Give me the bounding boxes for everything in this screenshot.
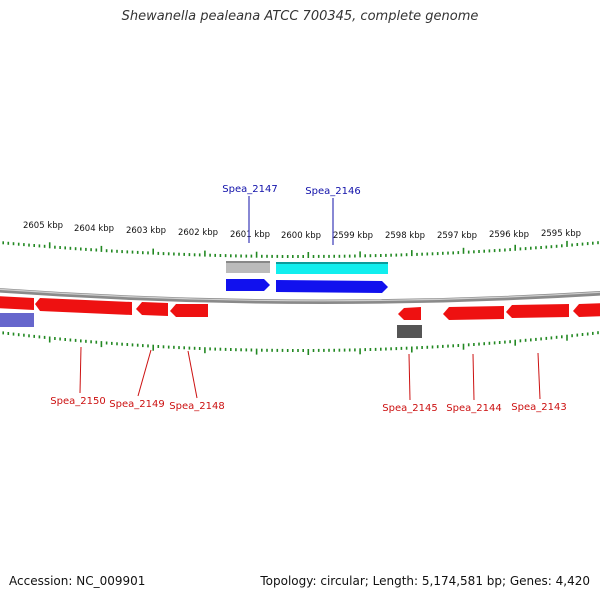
gene-label[interactable]: Spea_2149	[109, 399, 164, 410]
feature-red-arrow[interactable]	[136, 302, 168, 316]
feature-red-arrow[interactable]	[443, 306, 504, 320]
gene-label[interactable]: Spea_2150	[50, 396, 105, 407]
scale-label: 2595 kbp	[541, 229, 581, 239]
feature-blue-arrow[interactable]	[226, 279, 270, 291]
feature-red-arrow[interactable]	[506, 304, 569, 318]
feature-red-arrow[interactable]	[170, 304, 208, 317]
label-connector	[187, 350, 198, 399]
scale-label: 2604 kbp	[74, 224, 114, 234]
scale-label: 2603 kbp	[126, 226, 166, 236]
gene-label[interactable]: Spea_2144	[446, 403, 501, 414]
label-connector	[408, 353, 411, 401]
feature-lavender[interactable]	[0, 313, 34, 327]
lower-tick-ruler	[2, 331, 599, 355]
scale-label: 2601 kbp	[230, 230, 270, 240]
scale-label: 2596 kbp	[489, 230, 529, 240]
genome-backbone-highlight	[0, 288, 600, 302]
feature-darkgrey[interactable]	[397, 325, 422, 338]
gene-label[interactable]: Spea_2146	[305, 186, 360, 197]
feature-red-arrow[interactable]	[398, 307, 421, 320]
feature-red-arrow[interactable]	[573, 303, 600, 317]
map-title: Shewanella pealeana ATCC 700345, complet…	[121, 9, 479, 24]
feature-cyan[interactable]	[276, 262, 388, 274]
feature-red-arrow[interactable]	[35, 298, 132, 315]
accession-label: Accession: NC_009901	[9, 574, 146, 588]
genome-summary: Topology: circular; Length: 5,174,581 bp…	[260, 574, 590, 588]
scale-label: 2598 kbp	[385, 231, 425, 241]
upper-tick-ruler	[2, 240, 599, 258]
gene-label[interactable]: Spea_2143	[511, 402, 566, 413]
feature-grey-top	[226, 261, 270, 263]
scale-label: 2602 kbp	[178, 228, 218, 238]
label-connector	[137, 349, 152, 397]
scale-label: 2600 kbp	[281, 231, 321, 241]
feature-red-arrow[interactable]	[0, 296, 34, 310]
scale-label: 2597 kbp	[437, 231, 477, 241]
label-connector	[537, 352, 541, 400]
feature-blue-arrow[interactable]	[276, 280, 388, 293]
label-connector	[472, 353, 475, 401]
gene-label[interactable]: Spea_2148	[169, 401, 224, 412]
genome-backbone	[0, 288, 600, 305]
gene-label[interactable]: Spea_2147	[222, 184, 277, 195]
scale-label: 2605 kbp	[23, 221, 63, 231]
feature-cyan-top	[276, 262, 388, 264]
gene-label[interactable]: Spea_2145	[382, 403, 437, 414]
feature-grey[interactable]	[226, 261, 270, 273]
label-connector	[79, 346, 82, 394]
scale-label: 2599 kbp	[333, 231, 373, 241]
